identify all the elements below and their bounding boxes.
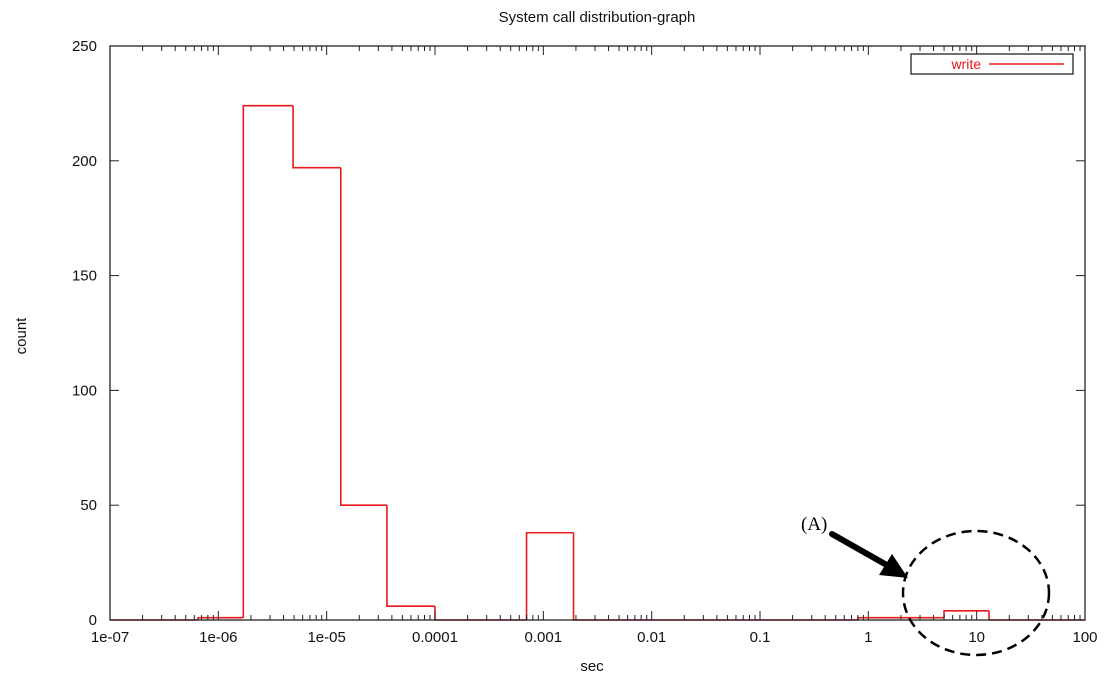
x-tick-label: 0.001	[525, 629, 563, 646]
x-tick-label: 0.01	[637, 629, 666, 646]
annotation-arrow-head	[879, 554, 908, 578]
y-axis-title: count	[13, 317, 30, 355]
x-tick-label: 10	[968, 629, 985, 646]
legend: write	[910, 53, 1074, 75]
histogram-bin	[525, 531, 574, 620]
y-tick-label: 150	[72, 268, 97, 285]
x-axis-tick-labels: 1e-07 1e-06 1e-05 0.0001 0.001 0.01 0.1 1 10 100	[91, 629, 1098, 646]
x-tick-label: 100	[1072, 629, 1097, 646]
histogram-bin	[242, 104, 294, 618]
chart-title: System call distribution-graph	[499, 9, 696, 26]
axis-ticks	[109, 45, 1086, 621]
annotation-label: (A)	[801, 514, 827, 535]
y-tick-label: 250	[72, 38, 97, 55]
histogram-bin	[386, 505, 435, 608]
x-tick-label: 1e-07	[91, 629, 129, 646]
annotation-a: (A)	[801, 514, 1051, 657]
annotation-arrow-shaft	[829, 531, 895, 571]
x-tick-label: 1	[864, 629, 872, 646]
y-tick-label: 100	[72, 382, 97, 399]
legend-label-write: write	[950, 56, 981, 72]
y-axis-tick-labels: 0 50 100 150 200 250	[72, 38, 97, 629]
histogram-bin	[339, 167, 387, 506]
x-axis-title: sec	[580, 658, 604, 675]
annotation-dashed-ellipse	[901, 529, 1051, 657]
x-tick-label: 0.0001	[412, 629, 458, 646]
plot-frame	[109, 45, 1086, 621]
histogram-bin	[292, 105, 341, 169]
x-tick-label: 1e-06	[199, 629, 237, 646]
y-tick-label: 200	[72, 153, 97, 170]
y-tick-label: 0	[89, 612, 97, 629]
y-tick-label: 50	[80, 497, 97, 514]
histogram-bin	[197, 616, 244, 620]
x-tick-label: 0.1	[750, 629, 771, 646]
x-tick-label: 1e-05	[307, 629, 345, 646]
